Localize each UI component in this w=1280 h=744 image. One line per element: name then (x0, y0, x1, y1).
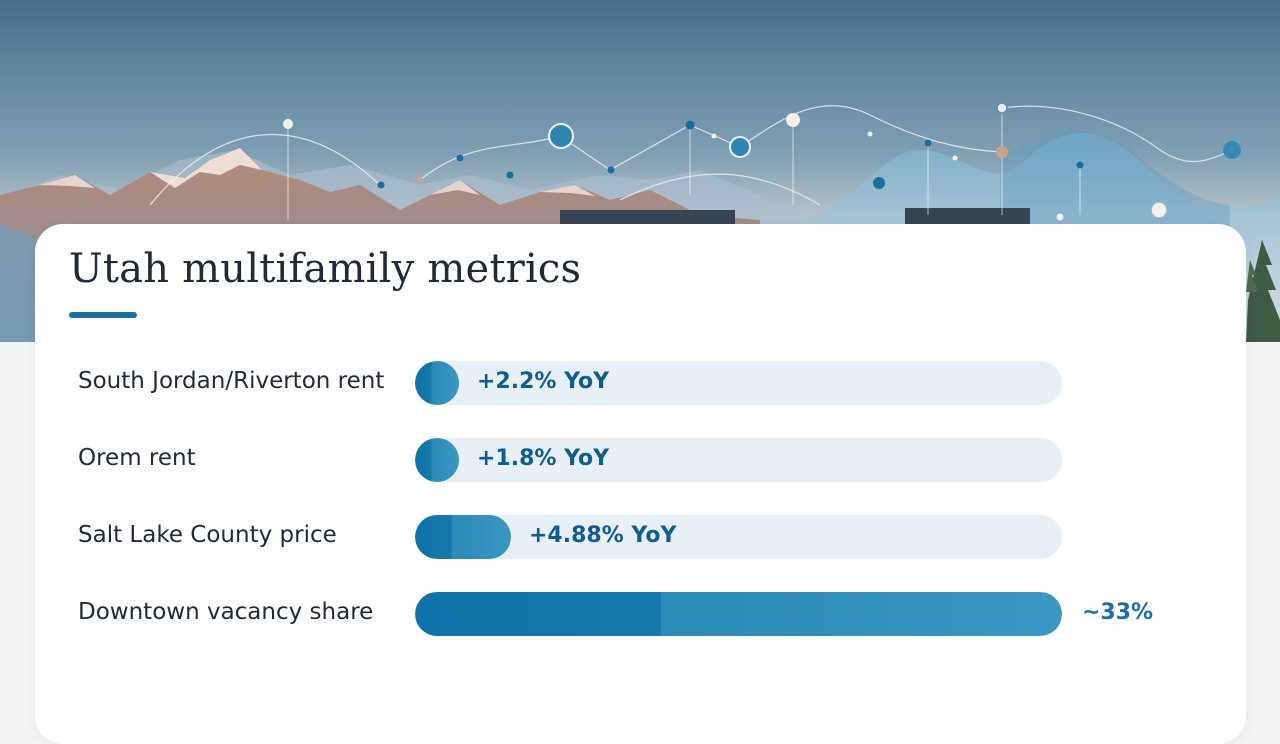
bar-category-label: Orem rent (78, 445, 196, 471)
bar-track (415, 361, 1062, 405)
bar-category-label: Salt Lake County price (78, 522, 337, 548)
bar (415, 515, 511, 559)
bar-value-label: +1.8% YoY (477, 446, 610, 471)
bar-track (415, 438, 1062, 482)
bar-category-label: Downtown vacancy share (78, 599, 374, 625)
title-accent-bar (69, 312, 137, 318)
bar-row: Orem rent +1.8% YoY (35, 438, 1246, 482)
bar (415, 592, 1062, 636)
metrics-card: Utah multifamily metrics South Jordan/Ri… (35, 224, 1246, 744)
bar-value-label: ~33% (1082, 600, 1154, 625)
bar-row: Downtown vacancy share ~33% (35, 592, 1246, 636)
slide-title: Utah multifamily metrics (69, 246, 582, 292)
bar-track (415, 515, 1062, 559)
bar-category-label: South Jordan/Riverton rent (78, 368, 385, 394)
bar (415, 361, 459, 405)
bar-row: Salt Lake County price +4.88% YoY (35, 515, 1246, 559)
bar (415, 438, 459, 482)
bar-row: South Jordan/Riverton rent +2.2% YoY (35, 361, 1246, 405)
bar-value-label: +4.88% YoY (529, 523, 677, 548)
bar-value-label: +2.2% YoY (477, 369, 610, 394)
bar-track (415, 592, 1062, 636)
